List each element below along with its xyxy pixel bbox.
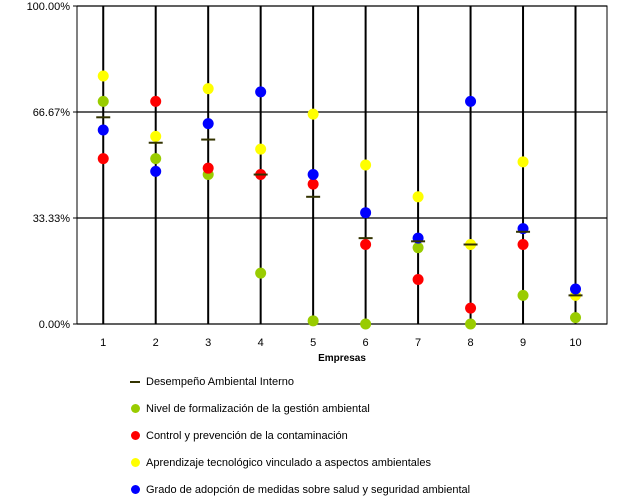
- data-point: [97, 124, 109, 136]
- data-point: [517, 156, 529, 168]
- data-point: [307, 178, 319, 190]
- data-point: [465, 302, 477, 314]
- x-tick-label: 3: [205, 337, 211, 349]
- legend-item: Control y prevención de la contaminación: [128, 422, 470, 449]
- data-point: [360, 207, 372, 219]
- legend-label: Desempeño Ambiental Interno: [146, 375, 294, 388]
- data-point: [570, 312, 582, 324]
- data-point: [255, 143, 267, 155]
- data-point: [150, 153, 162, 165]
- data-point: [150, 165, 162, 177]
- legend-dot-marker: [128, 404, 142, 413]
- data-point: [255, 86, 267, 98]
- y-axis-tick-labels: 0.00% 33.33% 66.67% 100.00%: [27, 1, 71, 331]
- legend-label: Grado de adopción de medidas sobre salud…: [146, 483, 471, 496]
- x-axis-title: Empresas: [318, 353, 366, 364]
- x-tick-label: 5: [310, 337, 316, 349]
- legend-item: Nivel de formalización de la gestión amb…: [128, 395, 470, 422]
- x-tick-label: 7: [415, 337, 421, 349]
- legend-label: Nivel de formalización de la gestión amb…: [146, 402, 370, 415]
- legend: Desempeño Ambiental Interno Nivel de form…: [128, 368, 470, 503]
- data-point: [97, 70, 109, 82]
- data-points: [96, 70, 583, 330]
- x-tick-label: 4: [258, 337, 264, 349]
- data-point: [517, 289, 529, 301]
- x-tick-label: 2: [153, 337, 159, 349]
- legend-item: Desempeño Ambiental Interno: [128, 368, 470, 395]
- y-tick-label: 66.67%: [33, 107, 71, 119]
- legend-dot-marker: [128, 431, 142, 440]
- x-tick-label: 10: [569, 337, 581, 349]
- data-point: [517, 239, 529, 250]
- legend-item: Aprendizaje tecnológico vinculado a aspe…: [128, 449, 470, 476]
- chart: 0.00% 33.33% 66.67% 100.00% 1 2 3 4 5 6 7 8 9 10 Emp…: [27, 1, 608, 364]
- data-point: [360, 159, 372, 171]
- legend-item: Grado de adopción de medidas sobre salud…: [128, 476, 470, 503]
- data-point: [412, 242, 424, 254]
- x-tick-label: 1: [100, 337, 106, 349]
- data-point: [202, 162, 214, 174]
- data-point: [202, 83, 214, 95]
- data-point: [465, 318, 477, 330]
- data-point: [97, 153, 109, 165]
- x-tick-label: 9: [520, 337, 526, 349]
- data-point: [465, 95, 477, 107]
- data-point: [412, 273, 424, 285]
- y-tick-label: 0.00%: [39, 319, 70, 331]
- data-point: [570, 283, 582, 295]
- x-tick-label: 6: [363, 337, 369, 349]
- data-point: [307, 315, 319, 327]
- data-point: [412, 191, 424, 203]
- data-point: [150, 95, 162, 107]
- legend-dash-marker: [128, 380, 142, 383]
- legend-label: Control y prevención de la contaminación: [146, 429, 348, 442]
- x-tick-label: 8: [468, 337, 474, 349]
- vertical-gridlines: [102, 6, 577, 324]
- y-tick-label: 33.33%: [33, 213, 71, 225]
- data-point: [307, 108, 319, 120]
- data-point: [150, 130, 162, 142]
- data-point: [97, 95, 109, 107]
- horizontal-gridlines: [73, 5, 607, 325]
- data-point: [255, 267, 267, 279]
- legend-label: Aprendizaje tecnológico vinculado a aspe…: [146, 456, 431, 469]
- legend-dot-marker: [128, 485, 142, 494]
- data-point: [202, 118, 214, 130]
- legend-dot-marker: [128, 458, 142, 467]
- x-axis-tick-labels: 1 2 3 4 5 6 7 8 9 10: [100, 337, 581, 349]
- data-point: [360, 318, 372, 330]
- data-point: [307, 169, 319, 181]
- y-tick-label: 100.00%: [27, 1, 71, 13]
- data-point: [360, 239, 372, 250]
